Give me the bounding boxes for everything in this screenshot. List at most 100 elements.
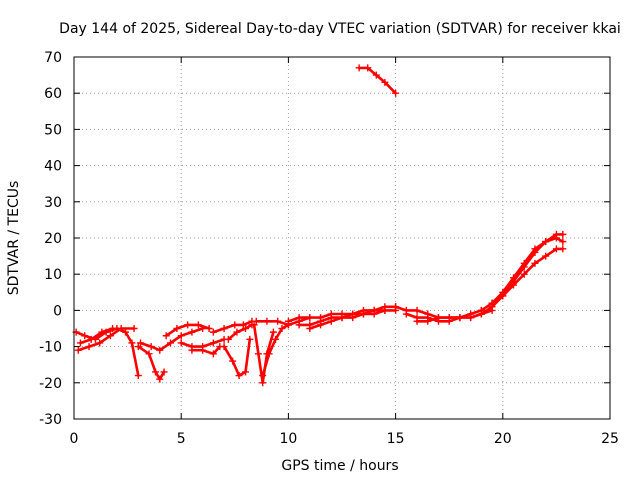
data-point-marker bbox=[552, 234, 560, 242]
data-point-marker bbox=[467, 314, 475, 322]
data-point-marker bbox=[338, 314, 346, 322]
data-point-marker bbox=[106, 332, 114, 340]
data-point-marker bbox=[136, 339, 144, 347]
data-point-marker bbox=[520, 270, 528, 278]
data-point-marker bbox=[456, 314, 464, 322]
data-point-marker bbox=[252, 317, 260, 325]
series-line-arc-24 bbox=[490, 247, 565, 305]
x-tick-label: 5 bbox=[177, 431, 186, 447]
data-point-marker bbox=[259, 379, 267, 387]
y-tick-label: 60 bbox=[44, 86, 62, 102]
plot-frame bbox=[73, 56, 611, 420]
data-point-marker bbox=[510, 274, 518, 282]
y-tick-label: 70 bbox=[44, 50, 62, 66]
y-tick-label: 50 bbox=[44, 122, 62, 138]
data-point-marker bbox=[559, 230, 567, 238]
data-point-marker bbox=[209, 339, 217, 347]
data-point-marker bbox=[134, 372, 142, 380]
data-point-marker bbox=[194, 321, 202, 329]
data-point-marker bbox=[510, 281, 518, 289]
grid bbox=[74, 57, 610, 419]
data-point-marker bbox=[98, 328, 106, 336]
data-point-marker bbox=[424, 317, 432, 325]
y-tick-label: 10 bbox=[44, 267, 62, 283]
y-tick-label: 20 bbox=[44, 231, 62, 247]
data-point-marker bbox=[392, 303, 400, 311]
data-point-marker bbox=[327, 317, 335, 325]
y-tick-label: 40 bbox=[44, 159, 62, 175]
data-point-marker bbox=[381, 306, 389, 314]
data-point-marker bbox=[162, 332, 170, 340]
data-point-marker bbox=[284, 317, 292, 325]
data-point-marker bbox=[209, 350, 217, 358]
series-line-arc-3 bbox=[79, 327, 114, 345]
data-point-marker bbox=[559, 238, 567, 246]
data-point-marker bbox=[413, 317, 421, 325]
data-point-marker bbox=[552, 245, 560, 253]
data-point-marker bbox=[134, 343, 142, 351]
y-tick-label: -30 bbox=[39, 412, 62, 428]
x-tick-label: 20 bbox=[494, 431, 512, 447]
x-tick-label: 25 bbox=[601, 431, 619, 447]
data-point-marker bbox=[413, 306, 421, 314]
data-point-marker bbox=[381, 78, 389, 86]
data-point-marker bbox=[224, 335, 232, 343]
y-tick-label: -20 bbox=[39, 376, 62, 392]
data-point-marker bbox=[85, 343, 93, 351]
data-point-marker bbox=[477, 306, 485, 314]
data-point-marker bbox=[355, 64, 363, 72]
data-point-marker bbox=[531, 259, 539, 267]
data-point-marker bbox=[156, 375, 164, 383]
x-tick-label: 15 bbox=[387, 431, 405, 447]
data-point-marker bbox=[87, 335, 95, 343]
data-point-marker bbox=[160, 368, 168, 376]
data-point-marker bbox=[76, 339, 84, 347]
data-point-marker bbox=[242, 368, 250, 376]
data-point-marker bbox=[184, 321, 192, 329]
data-point-marker bbox=[239, 321, 247, 329]
data-point-marker bbox=[209, 328, 217, 336]
data-point-marker bbox=[74, 346, 82, 354]
data-point-marker bbox=[188, 328, 196, 336]
y-tick-label: 30 bbox=[44, 195, 62, 211]
data-series bbox=[72, 64, 567, 387]
data-point-marker bbox=[231, 321, 239, 329]
data-point-marker bbox=[392, 89, 400, 97]
data-point-marker bbox=[166, 339, 174, 347]
series-line-arc-18 bbox=[357, 66, 397, 95]
data-point-marker bbox=[117, 325, 125, 332]
data-point-marker bbox=[295, 314, 303, 322]
data-point-marker bbox=[250, 321, 258, 329]
y-axis-label: SDTVAR / TECUs bbox=[6, 181, 22, 296]
data-point-marker bbox=[229, 357, 237, 365]
data-point-marker bbox=[274, 317, 282, 325]
data-point-marker bbox=[199, 346, 207, 354]
data-point-marker bbox=[434, 314, 442, 322]
data-point-marker bbox=[349, 314, 357, 322]
data-point-marker bbox=[145, 350, 153, 358]
x-tick-label: 10 bbox=[279, 431, 297, 447]
series-line-arc-22 bbox=[469, 233, 565, 319]
chart-title: Day 144 of 2025, Sidereal Day-to-day VTE… bbox=[59, 21, 621, 37]
data-point-marker bbox=[531, 245, 539, 253]
data-point-marker bbox=[364, 64, 372, 72]
data-point-marker bbox=[272, 335, 280, 343]
data-point-marker bbox=[96, 339, 104, 347]
series-line-arc-8 bbox=[190, 345, 222, 356]
data-point-marker bbox=[306, 314, 314, 322]
y-tick-label: 0 bbox=[53, 303, 62, 319]
data-point-marker bbox=[177, 339, 185, 347]
data-point-marker bbox=[359, 310, 367, 318]
data-point-marker bbox=[254, 350, 262, 358]
data-point-marker bbox=[263, 317, 271, 325]
data-point-marker bbox=[233, 328, 241, 336]
data-point-marker bbox=[402, 310, 410, 318]
data-point-marker bbox=[130, 325, 138, 332]
data-point-marker bbox=[246, 335, 254, 343]
data-point-marker bbox=[188, 346, 196, 354]
data-point-marker bbox=[559, 245, 567, 253]
data-point-marker bbox=[488, 299, 496, 307]
data-point-marker bbox=[542, 252, 550, 260]
data-point-marker bbox=[128, 339, 136, 347]
data-point-marker bbox=[173, 325, 181, 332]
